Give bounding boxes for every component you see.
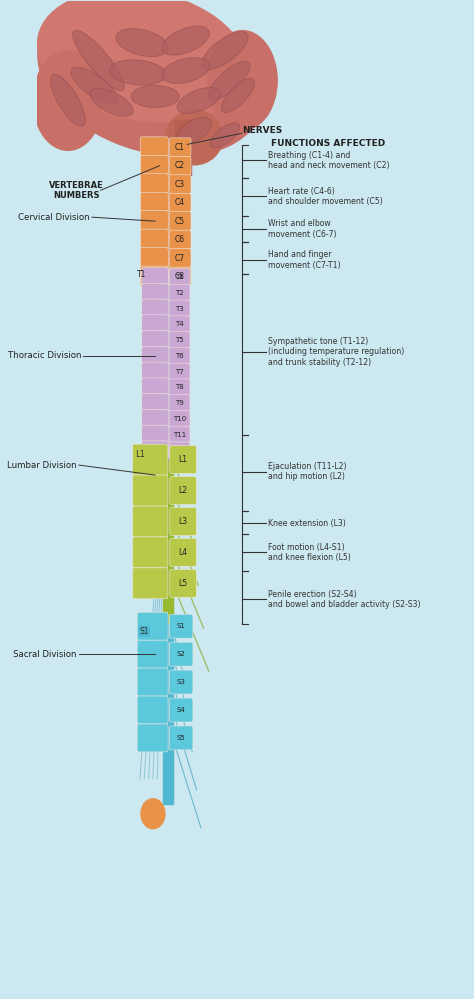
- Ellipse shape: [116, 29, 168, 57]
- FancyBboxPatch shape: [169, 285, 190, 302]
- Text: Hand and finger
movement (C7-T1): Hand and finger movement (C7-T1): [268, 251, 341, 270]
- Text: Thoracic Division: Thoracic Division: [8, 352, 81, 361]
- Text: T10: T10: [173, 416, 186, 422]
- FancyBboxPatch shape: [140, 155, 168, 176]
- Text: L1: L1: [135, 451, 145, 460]
- Text: L3: L3: [179, 516, 188, 525]
- FancyBboxPatch shape: [169, 614, 193, 638]
- Ellipse shape: [201, 32, 248, 70]
- FancyBboxPatch shape: [169, 411, 190, 428]
- Text: C5: C5: [175, 217, 185, 226]
- Bar: [164, 274, 173, 460]
- FancyBboxPatch shape: [142, 441, 168, 460]
- Bar: [164, 137, 173, 274]
- Text: T2: T2: [175, 290, 184, 296]
- FancyBboxPatch shape: [140, 137, 168, 158]
- Text: C7: C7: [175, 254, 185, 263]
- FancyBboxPatch shape: [169, 395, 190, 412]
- Text: T4: T4: [175, 322, 184, 328]
- Text: S2: S2: [177, 651, 185, 657]
- Text: NERVES: NERVES: [242, 126, 283, 135]
- Ellipse shape: [37, 0, 246, 122]
- Ellipse shape: [208, 31, 277, 131]
- FancyBboxPatch shape: [169, 348, 190, 365]
- Ellipse shape: [33, 51, 103, 150]
- FancyBboxPatch shape: [169, 642, 193, 666]
- FancyBboxPatch shape: [137, 612, 168, 640]
- Ellipse shape: [210, 123, 240, 148]
- Ellipse shape: [71, 67, 117, 104]
- Ellipse shape: [221, 78, 255, 113]
- Bar: [175, 121, 191, 175]
- FancyBboxPatch shape: [169, 332, 190, 349]
- FancyBboxPatch shape: [133, 505, 168, 536]
- Text: T11: T11: [173, 432, 186, 438]
- FancyBboxPatch shape: [142, 299, 168, 318]
- Ellipse shape: [166, 110, 223, 165]
- FancyBboxPatch shape: [169, 363, 190, 380]
- FancyBboxPatch shape: [142, 378, 168, 397]
- Text: C8: C8: [175, 272, 185, 281]
- FancyBboxPatch shape: [169, 427, 190, 444]
- Ellipse shape: [162, 26, 210, 55]
- FancyBboxPatch shape: [137, 696, 168, 724]
- FancyBboxPatch shape: [169, 269, 190, 286]
- FancyBboxPatch shape: [170, 477, 196, 504]
- FancyBboxPatch shape: [133, 567, 168, 598]
- FancyBboxPatch shape: [133, 476, 168, 505]
- FancyBboxPatch shape: [142, 315, 168, 334]
- Text: S5: S5: [177, 735, 185, 741]
- FancyBboxPatch shape: [140, 211, 168, 232]
- Ellipse shape: [177, 118, 211, 143]
- FancyBboxPatch shape: [133, 536, 168, 567]
- FancyBboxPatch shape: [142, 268, 168, 287]
- Text: Heart rate (C4-6)
and shoulder movement (C5): Heart rate (C4-6) and shoulder movement …: [268, 187, 383, 206]
- FancyBboxPatch shape: [142, 394, 168, 413]
- Bar: [164, 460, 173, 624]
- FancyBboxPatch shape: [142, 426, 168, 445]
- Text: L2: L2: [179, 487, 188, 496]
- FancyBboxPatch shape: [142, 410, 168, 429]
- Text: C3: C3: [175, 180, 185, 189]
- Text: T3: T3: [175, 306, 184, 312]
- Text: T7: T7: [175, 369, 184, 375]
- FancyBboxPatch shape: [140, 266, 168, 287]
- Ellipse shape: [141, 799, 165, 829]
- FancyBboxPatch shape: [169, 442, 190, 459]
- Text: Wrist and elbow
movement (C6-7): Wrist and elbow movement (C6-7): [268, 220, 337, 239]
- FancyBboxPatch shape: [170, 538, 196, 566]
- FancyBboxPatch shape: [137, 640, 168, 668]
- Ellipse shape: [90, 89, 133, 116]
- FancyBboxPatch shape: [137, 668, 168, 696]
- FancyBboxPatch shape: [142, 347, 168, 366]
- FancyBboxPatch shape: [170, 507, 196, 535]
- Text: L1: L1: [179, 456, 188, 465]
- FancyBboxPatch shape: [169, 726, 193, 750]
- FancyBboxPatch shape: [133, 445, 168, 476]
- FancyBboxPatch shape: [169, 249, 191, 268]
- Ellipse shape: [162, 58, 210, 83]
- FancyBboxPatch shape: [169, 156, 191, 175]
- Text: L5: L5: [179, 578, 188, 587]
- Text: T6: T6: [175, 353, 184, 359]
- FancyBboxPatch shape: [169, 698, 193, 722]
- Ellipse shape: [109, 60, 166, 85]
- Text: C4: C4: [175, 198, 185, 207]
- Text: VERTEBRAE
NUMBERS: VERTEBRAE NUMBERS: [49, 181, 104, 200]
- Text: Breathing (C1-4) and
head and neck movement (C2): Breathing (C1-4) and head and neck movem…: [268, 151, 390, 170]
- Ellipse shape: [209, 61, 250, 100]
- Text: Cervical Division: Cervical Division: [18, 213, 90, 222]
- Text: S1: S1: [177, 623, 186, 629]
- Text: C6: C6: [175, 235, 185, 244]
- FancyBboxPatch shape: [169, 267, 191, 286]
- FancyBboxPatch shape: [170, 446, 196, 474]
- FancyBboxPatch shape: [142, 362, 168, 381]
- Text: Knee extension (L3): Knee extension (L3): [268, 518, 346, 527]
- FancyBboxPatch shape: [142, 331, 168, 350]
- Text: C1: C1: [175, 143, 185, 152]
- FancyBboxPatch shape: [170, 569, 196, 597]
- Text: S1: S1: [139, 626, 149, 635]
- Text: Penile erection (S2-S4)
and bowel and bladder activity (S2-S3): Penile erection (S2-S4) and bowel and bl…: [268, 589, 421, 609]
- FancyBboxPatch shape: [169, 175, 191, 194]
- Text: L4: L4: [179, 547, 188, 556]
